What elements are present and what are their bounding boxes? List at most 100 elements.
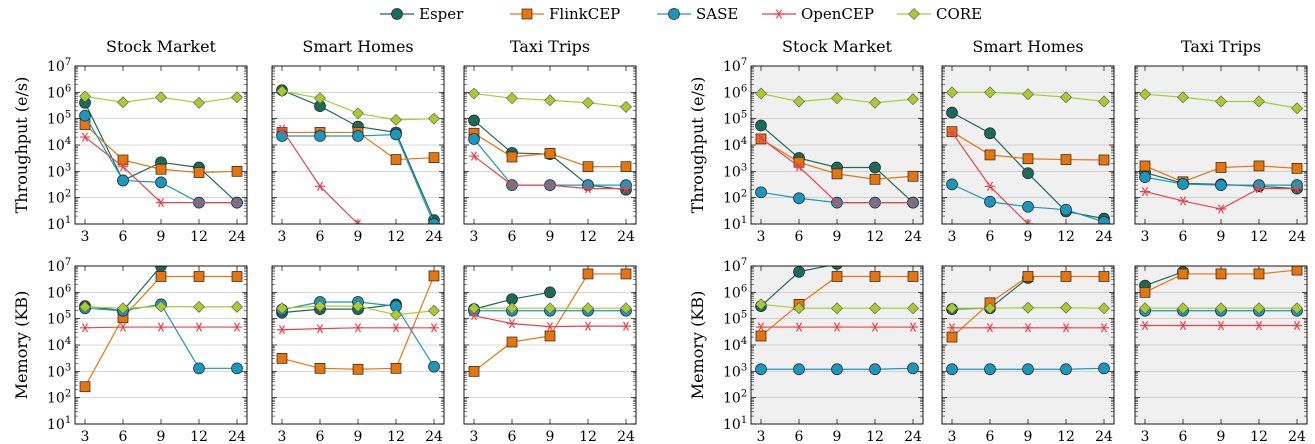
y-tick-label: 106 [47,83,71,101]
series-layer [946,86,1110,224]
data-point [1060,271,1072,282]
data-point [428,152,440,164]
series-opencep [1140,184,1302,214]
series-layer [468,87,632,196]
data-point [314,300,326,313]
data-point [1291,302,1303,315]
panel-throughput-4: 3 6 9 12 24 101 102 103 104 105 106 107 Throughput (… [688,37,924,245]
legend-item-sase: SASE [657,5,738,23]
series-line [281,303,397,314]
series-opencep [756,322,918,332]
series-opencep [947,323,1109,333]
series-line [1144,271,1184,287]
x-tick-label: 24 [425,429,443,444]
data-point [1216,204,1226,214]
data-point [277,124,287,134]
data-point [1098,95,1110,108]
x-tick-label: 3 [1141,229,1150,245]
legend-marker [521,8,533,20]
data-point [583,321,593,331]
y-tick-label: 101 [47,415,71,433]
data-point [1177,178,1189,190]
data-point [756,133,766,143]
plot-frame [750,265,924,425]
series-layer [1139,266,1303,331]
data-point [276,85,288,98]
data-point [1139,286,1151,298]
data-point [947,323,957,333]
series-opencep [469,151,631,194]
data-point [582,161,594,173]
data-point [156,322,166,332]
plot-frame [463,265,637,425]
y-tick-label: 104 [723,336,747,354]
data-point [1291,102,1303,115]
panels: 3 6 9 12 24 101 102 103 104 105 106 107 Throughput (… [12,37,1308,444]
x-tick-label: 9 [833,229,842,245]
data-point [832,322,842,332]
data-point [79,109,91,122]
data-point [314,130,326,142]
panel-throughput-5: 3 6 9 12 24 Smart Homes [941,37,1115,245]
data-point [1022,153,1034,165]
y-tick-label: 107 [723,257,747,275]
x-tick-label: 3 [757,429,766,444]
data-point [946,363,958,376]
data-point [79,300,91,313]
legend-marker [774,9,784,19]
x-tick-label: 24 [1095,229,1113,245]
data-point [468,87,480,100]
data-point [984,195,996,208]
series-sase [1139,171,1303,191]
series-opencep [80,322,242,333]
data-point [428,360,440,373]
x-tick-label: 12 [579,429,597,444]
x-tick-label: 12 [387,229,405,245]
x-tick-label: 12 [579,229,597,245]
x-tick-label: 9 [546,229,555,245]
y-tick-label: 107 [47,57,71,75]
data-point [117,96,129,109]
data-point [946,302,958,315]
data-point [907,170,919,182]
data-point [869,271,881,282]
series-layer [755,266,919,376]
data-point [620,100,632,113]
data-point [1139,88,1151,101]
data-point [193,167,205,178]
data-point [1060,203,1072,216]
data-point [621,321,631,331]
data-point [831,168,843,180]
data-point [984,149,996,161]
data-point [118,322,128,332]
data-point [1215,179,1227,191]
data-point [1098,216,1110,224]
data-point [1253,160,1265,172]
data-point [231,165,243,177]
y-axis-label: Throughput (e/s) [688,77,707,214]
data-point [907,93,919,106]
data-point [1140,320,1150,331]
y-tick-label: 107 [47,257,71,275]
data-point [118,162,128,172]
data-point [545,321,555,332]
plot-frame [750,65,924,225]
data-point [1215,302,1227,315]
data-point [428,270,440,282]
data-point [544,302,556,315]
panel-title: Taxi Trips [1181,37,1261,56]
data-point [1139,160,1151,172]
data-point [870,322,880,332]
data-point [870,197,880,208]
data-point [755,330,767,342]
data-point [793,363,805,376]
x-tick-label: 9 [546,429,555,444]
y-axis-label: Throughput (e/s) [12,77,31,214]
data-point [507,180,517,190]
data-point [793,192,805,205]
data-point [1139,171,1151,184]
y-tick-label: 105 [723,110,747,128]
x-tick-label: 3 [278,229,287,245]
series-layer [755,87,919,209]
